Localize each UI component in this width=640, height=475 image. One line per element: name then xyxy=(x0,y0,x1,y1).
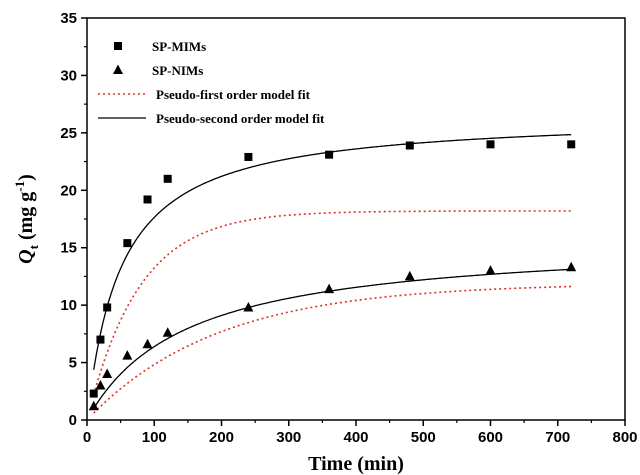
sp-nims-point xyxy=(404,270,415,281)
y-title-subscript: t xyxy=(26,244,41,249)
y-tick-label: 15 xyxy=(60,240,77,257)
x-tick-label: 600 xyxy=(478,429,503,446)
legend-label: Pseudo-first order model fit xyxy=(156,87,311,102)
x-tick-label: 800 xyxy=(612,429,637,446)
sp-mims-point xyxy=(325,150,334,159)
x-axis-title: Time (min) xyxy=(308,453,404,475)
plot-frame xyxy=(86,17,626,421)
sp-mims-point xyxy=(89,389,98,398)
sp-nims-point xyxy=(485,265,496,275)
sp-nims-point xyxy=(162,327,173,337)
y-title-unit: (mg g xyxy=(15,192,37,245)
x-tick-label: 500 xyxy=(411,429,436,446)
legend-label: SP-NIMs xyxy=(152,63,203,78)
x-tick-label: 700 xyxy=(545,429,570,446)
sp-nims-point xyxy=(95,380,106,390)
x-tick-label: 400 xyxy=(343,429,368,446)
y-tick-label: 5 xyxy=(69,355,77,372)
sp-nims-point xyxy=(324,283,335,294)
sp-nims-point xyxy=(122,350,133,360)
sp-nims-point xyxy=(142,338,153,349)
x-tick-label: 100 xyxy=(142,429,167,446)
sp-mims-point xyxy=(96,335,105,344)
sp-mims-point xyxy=(244,152,253,161)
y-title-close: ) xyxy=(15,174,37,181)
y-axis-title: Qt (mg g-1) xyxy=(12,174,41,264)
data-markers xyxy=(88,140,577,411)
legend: SP-MIMs SP-NIMs Pseudo-first order model f… xyxy=(98,39,325,126)
legend-label: SP-MIMs xyxy=(152,39,206,54)
sp-mims-point xyxy=(143,195,152,204)
y-title-superscript: -1 xyxy=(12,181,27,192)
sp-nims-point xyxy=(566,261,577,272)
sp-mims-point xyxy=(163,174,172,183)
y-tick-label: 30 xyxy=(60,67,77,84)
y-tick-label: 10 xyxy=(60,297,77,314)
sp-mims-point xyxy=(405,141,414,150)
sp-nims-point xyxy=(88,400,99,411)
sp-mims-point xyxy=(567,140,576,149)
pseudo-first-order-curve xyxy=(92,210,572,395)
y-tick-label: 35 xyxy=(60,10,77,27)
x-tick-label: 0 xyxy=(83,429,91,446)
sp-mims-point xyxy=(103,303,112,312)
pseudo-first-order-curve xyxy=(93,285,572,414)
axes: 0 100 200 300 400 500 600 700 800 0 5 10 15 20 25 30 35 xyxy=(60,10,637,446)
y-tick-label: 20 xyxy=(60,182,77,199)
legend-marker-sp-mims xyxy=(114,42,122,50)
sp-nims-point xyxy=(102,368,113,379)
y-tick-label: 0 xyxy=(69,412,77,429)
x-tick-label: 200 xyxy=(209,429,234,446)
y-tick-label: 25 xyxy=(60,125,77,142)
x-tick-label: 300 xyxy=(276,429,301,446)
legend-marker-sp-nims xyxy=(113,64,123,74)
legend-label: Pseudo-second order model fit xyxy=(156,111,325,126)
sp-mims-point xyxy=(486,140,495,149)
sp-nims-point xyxy=(243,301,254,312)
y-title-symbol: Q xyxy=(15,249,37,263)
sp-mims-point xyxy=(123,239,132,248)
